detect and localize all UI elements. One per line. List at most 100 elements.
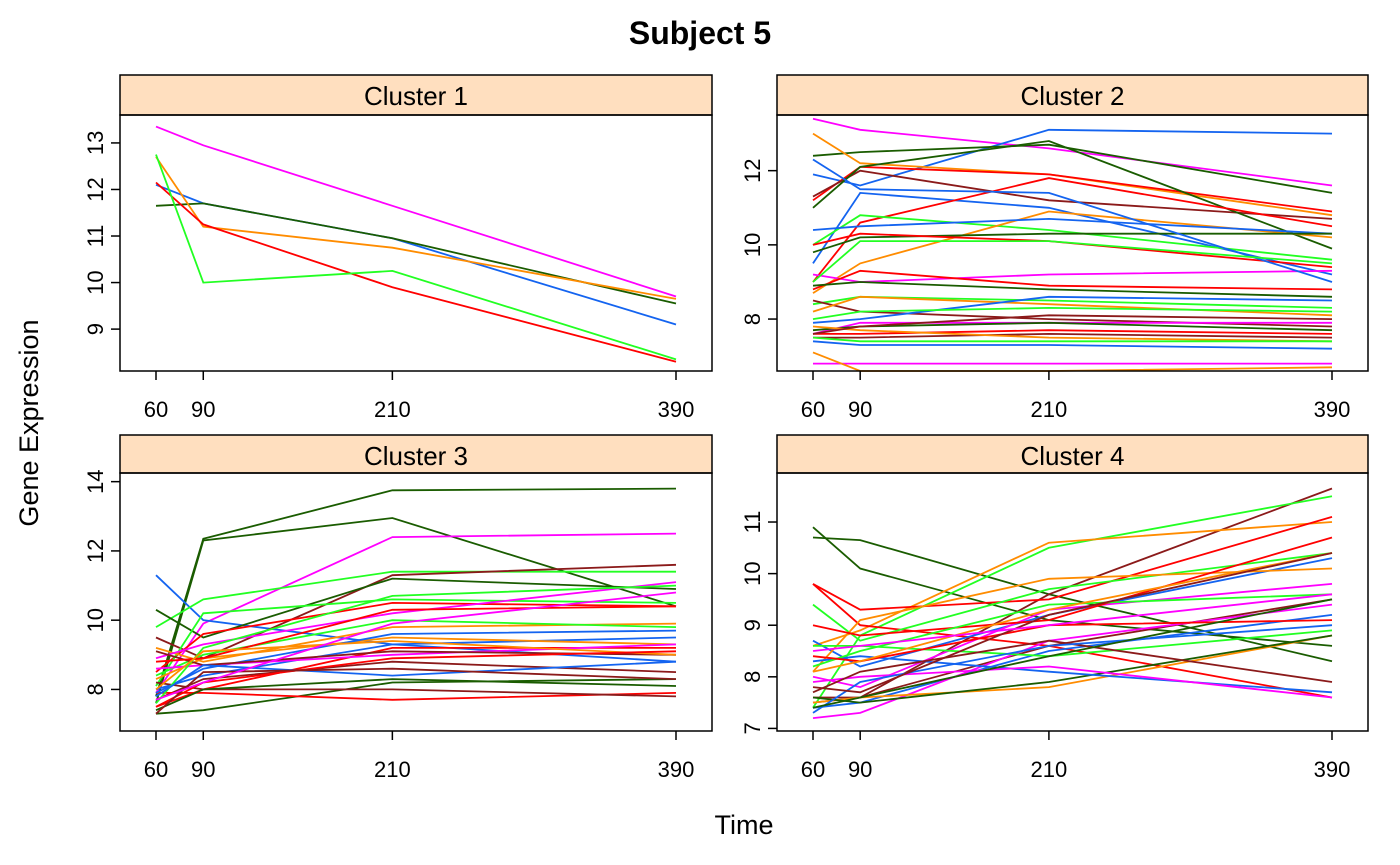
series-line-20 — [812, 665, 1333, 699]
y-tick-label: 10 — [83, 608, 108, 632]
series-line-30 — [155, 591, 677, 701]
series-line-10 — [155, 622, 677, 663]
x-tick-label: 390 — [1314, 757, 1351, 782]
series-line-1 — [155, 125, 677, 298]
series-line-18 — [155, 619, 677, 677]
series-line-8 — [812, 552, 1333, 642]
panel-strip — [776, 74, 1369, 116]
y-tick-label: 8 — [83, 683, 108, 695]
panel-strip — [119, 74, 713, 116]
series-line-26 — [812, 340, 1333, 350]
series-line-3 — [155, 202, 677, 305]
series-line-19 — [812, 295, 1333, 324]
series-line-15 — [812, 269, 1333, 291]
x-tick-label: 60 — [144, 397, 168, 422]
series-line-25 — [812, 325, 1333, 343]
panel-3: Cluster 3 60 90 210 390 8 10 12 14 — [83, 434, 713, 782]
panels-group: Cluster 1 60 90 210 390 9 10 11 12 13 Cluster 2 60 9… — [83, 74, 1369, 782]
series-line-24 — [813, 332, 1333, 339]
plot-area-border — [119, 114, 713, 372]
panel-4: Cluster 4 60 90 210 390 7 8 9 10 11 — [740, 434, 1369, 782]
series-line-30 — [812, 281, 1333, 298]
x-tick-label: 210 — [374, 397, 411, 422]
plot-area-border — [776, 472, 1369, 732]
series-line-12 — [155, 581, 677, 660]
x-tick-label: 60 — [144, 757, 168, 782]
y-tick-label: 7 — [740, 722, 765, 734]
series-line-6 — [155, 154, 677, 361]
series-line-9 — [812, 177, 1333, 283]
series-group — [155, 125, 677, 363]
panel-2: Cluster 2 60 90 210 390 8 10 12 — [740, 74, 1369, 422]
y-tick-label: 13 — [83, 131, 108, 155]
panel-strip-label: Cluster 3 — [364, 441, 468, 471]
series-line-33 — [812, 314, 1333, 335]
series-line-5 — [155, 181, 677, 363]
series-line-7 — [812, 140, 1333, 250]
series-line-27 — [812, 598, 1333, 709]
series-group — [155, 487, 677, 715]
x-tick-label: 90 — [191, 757, 215, 782]
y-tick-label: 14 — [83, 469, 108, 493]
series-line-25 — [155, 584, 677, 704]
series-line-19 — [155, 636, 677, 680]
series-line-2 — [812, 128, 1333, 187]
y-tick-label: 12 — [83, 177, 108, 201]
series-line-2 — [155, 183, 677, 326]
x-tick-label: 60 — [801, 757, 825, 782]
panel-1: Cluster 1 60 90 210 390 9 10 11 12 13 — [83, 74, 713, 422]
series-line-17 — [155, 681, 677, 698]
series-line-6 — [812, 516, 1333, 611]
y-tick-label: 9 — [83, 323, 108, 335]
x-tick-label: 90 — [191, 397, 215, 422]
series-line-8 — [155, 601, 677, 673]
series-line-3 — [812, 143, 1333, 194]
x-tick-label: 60 — [801, 397, 825, 422]
plot-area-border — [119, 472, 713, 732]
y-tick-label: 11 — [83, 225, 108, 248]
series-line-4 — [155, 156, 677, 300]
series-line-2 — [155, 517, 677, 704]
x-tick-label: 390 — [1314, 397, 1351, 422]
series-line-26 — [812, 552, 1333, 694]
series-line-34 — [812, 240, 1333, 283]
series-line-31 — [812, 232, 1333, 268]
panel-strip — [119, 434, 713, 474]
series-line-1 — [812, 117, 1333, 187]
y-tick-label: 8 — [740, 313, 765, 325]
series-line-17 — [813, 629, 1333, 658]
panel-strip-label: Cluster 4 — [1020, 441, 1124, 471]
series-line-29 — [155, 667, 677, 715]
series-line-24 — [155, 678, 677, 712]
x-tick-label: 210 — [1031, 397, 1068, 422]
series-line-28 — [812, 593, 1333, 652]
series-line-24 — [812, 624, 1333, 714]
series-line-7 — [155, 577, 677, 639]
y-tick-label: 12 — [740, 158, 765, 182]
series-line-9 — [812, 557, 1333, 668]
series-line-29 — [812, 336, 1332, 343]
series-line-32 — [812, 158, 1333, 283]
x-tick-label: 390 — [658, 757, 695, 782]
series-line-1 — [155, 487, 677, 697]
x-tick-label: 90 — [848, 757, 872, 782]
series-line-23 — [813, 329, 1333, 335]
series-line-22 — [155, 650, 677, 667]
series-line-4 — [812, 495, 1333, 709]
chart-title: Subject 5 — [629, 15, 771, 51]
series-group — [812, 117, 1333, 372]
series-line-21 — [812, 306, 1333, 320]
panel-strip-label: Cluster 1 — [364, 81, 468, 111]
series-line-5 — [812, 521, 1333, 647]
series-line-16 — [812, 634, 1333, 704]
x-axis-label: Time — [715, 810, 774, 840]
series-line-21 — [155, 643, 677, 670]
series-line-23 — [812, 619, 1333, 663]
series-line-5 — [155, 570, 676, 628]
plot-area-border — [776, 114, 1369, 372]
series-line-13 — [812, 217, 1333, 235]
series-line-9 — [155, 598, 677, 687]
panel-strip — [776, 434, 1369, 474]
x-tick-label: 90 — [848, 397, 872, 422]
